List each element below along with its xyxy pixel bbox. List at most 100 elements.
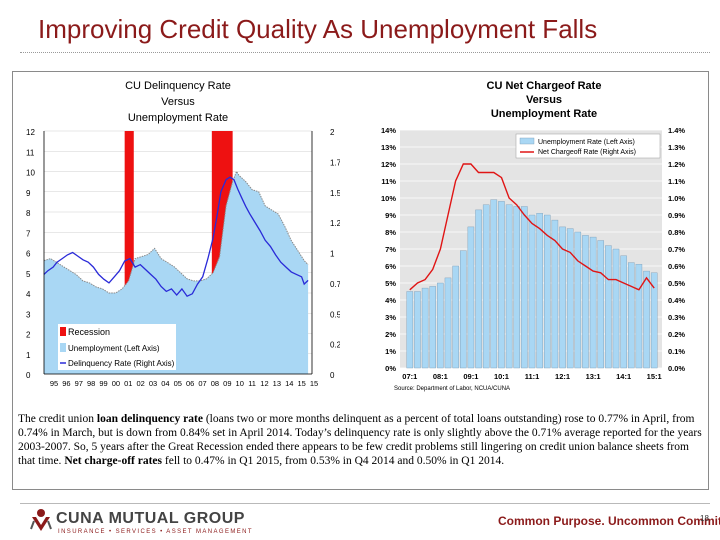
right-x-tick-label: 10:1 xyxy=(494,372,509,381)
left-x-tick-label: 95 xyxy=(50,379,58,388)
unemployment-bar xyxy=(635,264,643,369)
left-x-tick-label: 04 xyxy=(161,379,169,388)
left-y2-tick-label: 0.5 xyxy=(330,310,340,319)
unemployment-bar xyxy=(460,250,467,369)
left-y2-tick-label: 1.25 xyxy=(330,219,340,228)
left-y2-tick-label: 2 xyxy=(330,128,335,137)
commentary-bold-delinquency: loan delinquency rate xyxy=(96,413,203,425)
right-y2-tick-label: 0.5% xyxy=(668,279,685,288)
left-y-tick-label: 6 xyxy=(26,250,31,259)
legend-label-chargeoff: Net Chargeoff Rate (Right Axis) xyxy=(538,149,636,156)
unemployment-bar xyxy=(475,209,482,369)
commentary-part-2: (loans two or more months delinquent as … xyxy=(18,413,702,467)
legend-label-delinquency: Delinquency Rate (Right Axis) xyxy=(68,359,175,368)
unemployment-bar xyxy=(444,277,452,369)
left-y-tick-label: 0 xyxy=(26,371,31,380)
right-y-tick-label: 3% xyxy=(385,313,396,322)
delinquency-vs-unemployment-chart: CU Delinquency Rate Versus Unemployment Ra… xyxy=(20,74,340,392)
footer-tagline: Common Purpose. Uncommon Commitment. xyxy=(498,514,720,528)
right-y-tick-label: 9% xyxy=(385,211,396,220)
right-y2-tick-label: 1.0% xyxy=(668,194,685,203)
unemployment-bar xyxy=(490,199,498,369)
unemployment-bar xyxy=(544,214,551,369)
left-x-tick-label: 07 xyxy=(198,379,206,388)
right-y-tick-label: 8% xyxy=(385,228,396,237)
unemployment-bar xyxy=(482,204,490,369)
legend-label-unemployment-bar: Unemployment Rate (Left Axis) xyxy=(538,139,635,146)
left-x-tick-label: 12 xyxy=(260,379,268,388)
right-y-tick-label: 12% xyxy=(381,160,396,169)
slide-title: Improving Credit Quality As Unemployment… xyxy=(38,14,598,44)
left-chart-title-line: Versus xyxy=(161,96,195,108)
unemployment-bar xyxy=(536,213,543,369)
unemployment-bar xyxy=(513,206,520,369)
right-y-tick-label: 0% xyxy=(385,364,396,373)
delinquency-line xyxy=(43,176,309,298)
right-y-tick-label: 11% xyxy=(381,177,396,186)
right-y-tick-label: 4% xyxy=(385,296,396,305)
left-chart-title-line: CU Delinquency Rate xyxy=(125,80,231,92)
right-y2-tick-label: 1.1% xyxy=(668,177,685,186)
left-y2-tick-label: 1 xyxy=(330,250,335,259)
right-y-tick-label: 1% xyxy=(385,347,396,356)
left-x-tick-label: 00 xyxy=(112,379,120,388)
right-x-tick-label: 14:1 xyxy=(616,372,631,381)
right-y-tick-label: 2% xyxy=(385,330,396,339)
right-y2-tick-label: 0.0% xyxy=(668,364,685,373)
left-y-tick-label: 11 xyxy=(26,148,35,157)
right-legend-box xyxy=(515,133,661,159)
right-y2-tick-label: 0.1% xyxy=(668,347,685,356)
left-x-tick-label: 10 xyxy=(236,379,244,388)
right-y-tick-label: 13% xyxy=(381,143,396,152)
title-divider xyxy=(20,52,710,53)
left-y-tick-label: 3 xyxy=(26,310,31,319)
left-legend-box xyxy=(58,324,176,370)
unemployment-bar xyxy=(597,240,604,369)
chargeoff-line xyxy=(409,163,655,291)
left-y2-tick-label: 1.5 xyxy=(330,189,340,198)
unemployment-bar xyxy=(406,291,414,369)
unemployment-bar xyxy=(528,214,536,369)
unemployment-bar xyxy=(467,226,475,369)
unemployment-bar xyxy=(628,262,635,369)
unemployment-bar xyxy=(452,265,459,369)
left-x-tick-label: 08 xyxy=(211,379,219,388)
left-y-tick-label: 9 xyxy=(26,189,31,198)
right-x-tick-label: 07:1 xyxy=(402,372,417,381)
left-x-tick-label: 15 xyxy=(310,379,318,388)
unemployment-bar xyxy=(589,236,597,369)
recession-bar xyxy=(124,131,134,374)
left-x-tick-label: 03 xyxy=(149,379,157,388)
unemployment-area xyxy=(44,171,309,374)
unemployment-line xyxy=(43,170,309,294)
left-x-tick-label: 99 xyxy=(99,379,107,388)
left-x-tick-label: 05 xyxy=(174,379,182,388)
right-y-tick-label: 5% xyxy=(385,279,396,288)
unemployment-bar xyxy=(498,201,505,369)
right-y2-tick-label: 1.3% xyxy=(668,143,685,152)
left-y2-tick-label: 0 xyxy=(330,371,335,380)
left-x-tick-label: 13 xyxy=(273,379,281,388)
unemployment-bar xyxy=(605,245,612,369)
left-x-tick-label: 11 xyxy=(248,379,256,388)
unemployment-bar xyxy=(505,204,513,369)
left-y2-tick-label: 0.25 xyxy=(330,341,340,350)
cuna-logo-icon xyxy=(30,509,52,531)
right-y2-tick-label: 0.9% xyxy=(668,211,685,220)
unemployment-bar xyxy=(574,231,582,369)
right-y-tick-label: 7% xyxy=(385,245,396,254)
commentary-part-1: The credit union xyxy=(18,413,97,425)
left-x-tick-label: 06 xyxy=(186,379,194,388)
left-y2-tick-label: 0.75 xyxy=(330,280,340,289)
unemployment-bar xyxy=(551,219,559,369)
right-x-tick-label: 09:1 xyxy=(463,372,478,381)
unemployment-bar xyxy=(437,282,444,369)
right-chart-title-line: Unemployment Rate xyxy=(491,108,597,120)
left-x-tick-label: 98 xyxy=(87,379,95,388)
left-y-tick-label: 1 xyxy=(26,351,31,360)
left-x-tick-label: 96 xyxy=(62,379,70,388)
chargeoff-vs-unemployment-chart: CU Net Chargeof Rate Versus Unemployment R… xyxy=(366,74,702,392)
left-x-tick-label: 14 xyxy=(285,379,293,388)
right-y2-tick-label: 0.4% xyxy=(668,296,685,305)
right-chart-title-line: CU Net Chargeof Rate xyxy=(487,80,602,92)
